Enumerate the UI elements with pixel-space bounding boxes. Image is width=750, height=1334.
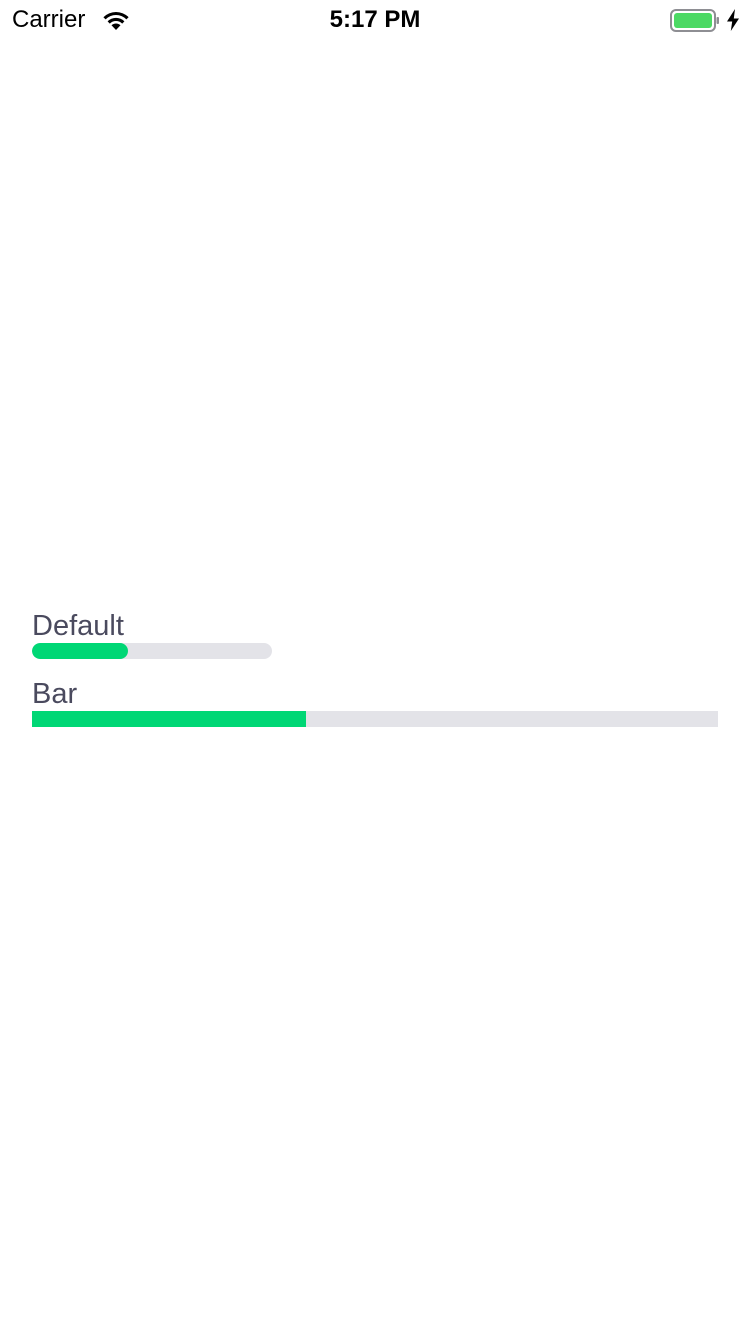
progress-track-default bbox=[32, 643, 272, 659]
status-time: 5:17 PM bbox=[329, 6, 421, 33]
progress-fill-bar bbox=[32, 711, 307, 727]
carrier-name: Carrier bbox=[12, 6, 86, 33]
wifi-icon bbox=[100, 8, 132, 32]
progress-default: Default bbox=[32, 609, 718, 659]
progress-bar: Bar bbox=[32, 677, 718, 727]
progress-label-default: Default bbox=[32, 610, 124, 642]
battery-icon bbox=[670, 9, 720, 32]
progress-label-bar: Bar bbox=[32, 678, 78, 710]
progress-fill-default bbox=[32, 643, 128, 659]
status-bar: Carrier 5:17 PM bbox=[0, 0, 750, 40]
progress-track-bar bbox=[32, 711, 718, 727]
lightning-bolt-icon bbox=[726, 9, 740, 31]
